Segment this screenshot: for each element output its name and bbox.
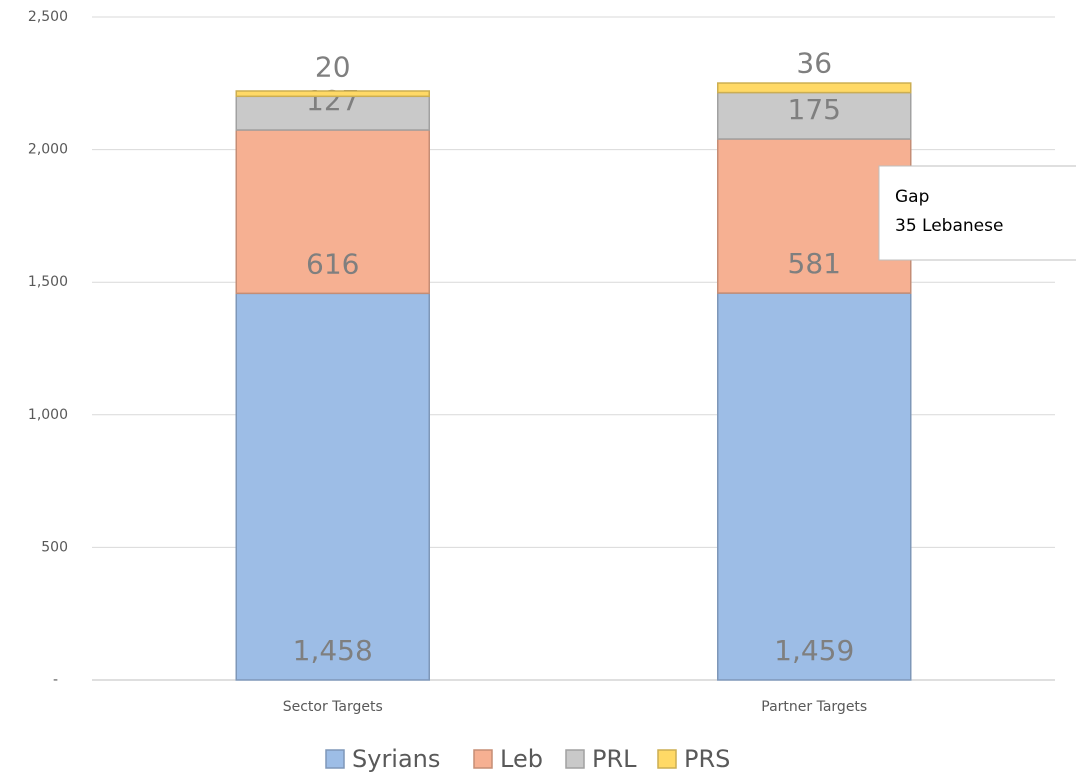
data-label: 36 — [796, 47, 832, 80]
legend-swatch — [325, 749, 345, 769]
y-tick-label: 1,000 — [28, 407, 68, 423]
bar-segment — [235, 129, 430, 295]
data-label: 175 — [788, 93, 841, 126]
data-label: 1,458 — [293, 634, 373, 667]
bar-segment — [717, 82, 912, 94]
bar-segment — [235, 95, 430, 131]
legend-label: Leb — [500, 745, 543, 773]
legend-swatch — [657, 749, 677, 769]
x-tick-label: Sector Targets — [283, 699, 383, 715]
legend-swatch — [473, 749, 493, 769]
data-label: 581 — [788, 247, 841, 280]
legend-swatch — [565, 749, 585, 769]
annotation: 35 Lebanese — [895, 216, 1003, 236]
y-tick-label: 2,500 — [28, 9, 68, 25]
y-tick-label: 1,500 — [28, 274, 68, 290]
legend-label: PRS — [684, 745, 730, 773]
data-label: 1,459 — [774, 634, 854, 667]
bar-segment — [235, 292, 430, 681]
legend-label: Syrians — [352, 745, 440, 773]
x-tick-label: Partner Targets — [761, 699, 867, 715]
annotation-box — [878, 165, 1076, 261]
data-label: 127 — [306, 84, 359, 117]
bar-segment — [717, 292, 912, 681]
y-tick-label: 500 — [41, 539, 68, 555]
data-label: 20 — [315, 50, 351, 83]
legend-label: PRL — [592, 745, 637, 773]
annotation: Gap — [895, 187, 929, 207]
y-tick-label: 2,000 — [28, 142, 68, 158]
bar-segment — [235, 90, 430, 98]
data-label: 616 — [306, 247, 359, 280]
y-tick-label: - — [53, 672, 58, 688]
